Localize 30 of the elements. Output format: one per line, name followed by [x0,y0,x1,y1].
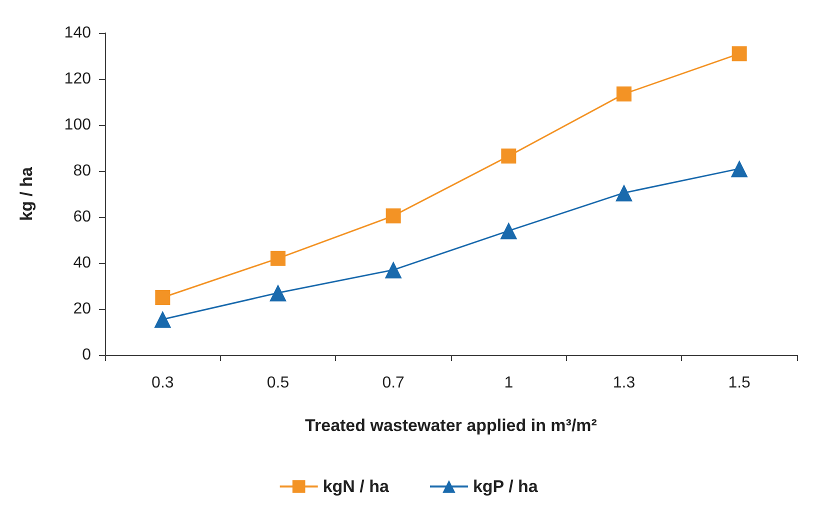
y-tick-label: 20 [73,300,92,318]
point [270,250,286,266]
x-tick-label: 1.3 [612,374,636,392]
x-tick-label: 0.3 [152,374,174,392]
point [270,284,286,302]
y-tick-label: 120 [64,70,92,88]
x-tick-label: 0.5 [266,374,290,392]
y-tick-label: 40 [73,254,92,272]
x-axis-title: Treated wastewater applied in m³/m² [305,416,598,435]
y-tick-label: 0 [82,346,92,364]
legend-label: kgN / ha [322,477,390,496]
point [616,86,632,102]
y-tick-label: 60 [73,208,92,226]
point [154,310,172,328]
x-tick-label: 0.7 [382,374,405,392]
point [384,261,402,278]
y-tick-label: 80 [73,162,92,180]
point [501,148,516,164]
point [386,208,401,224]
point [500,222,518,240]
legend-label: kgP / ha [472,477,538,496]
point [732,46,747,62]
point [616,184,632,202]
y-tick-label: 140 [64,24,92,42]
x-tick-label: 1 [504,374,514,392]
y-tick-label: 100 [64,116,92,134]
x-tick-label: 1.5 [728,374,751,392]
y-axis-title: kg / ha [17,166,36,221]
point [155,290,170,305]
point [730,160,748,178]
